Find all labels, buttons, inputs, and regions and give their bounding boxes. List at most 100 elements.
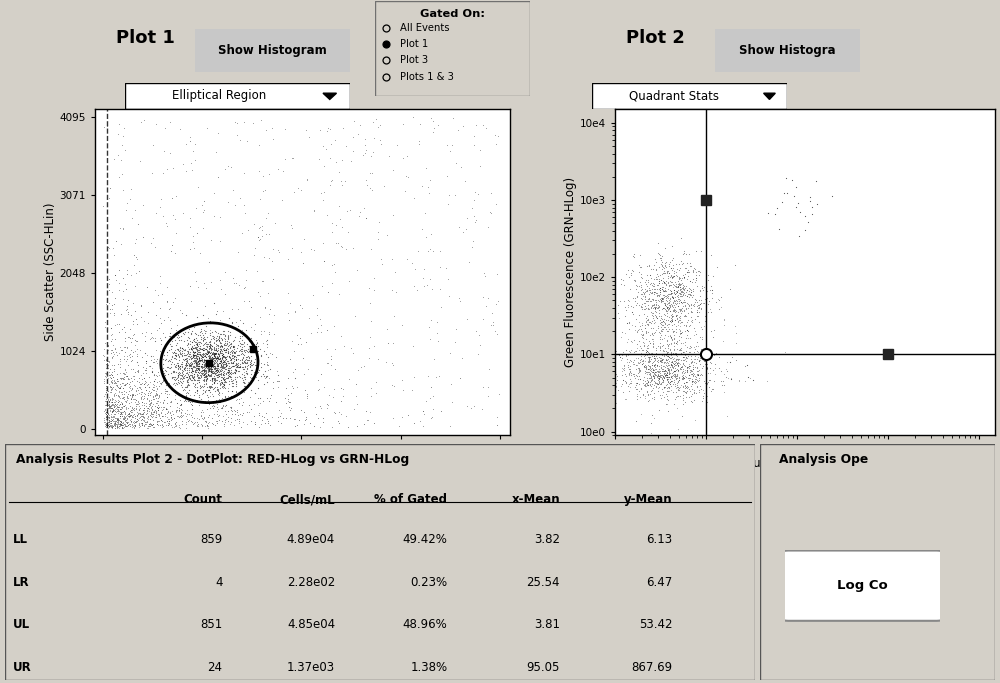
Point	[178, 395, 194, 406]
Point	[616, 295, 632, 306]
Point	[117, 420, 133, 431]
Point	[365, 117, 381, 128]
Point	[665, 348, 681, 359]
Point	[672, 281, 688, 292]
Point	[683, 368, 699, 379]
Point	[641, 284, 657, 295]
Point	[646, 372, 662, 383]
Point	[680, 270, 696, 281]
Point	[186, 242, 202, 253]
Point	[659, 398, 675, 409]
Point	[631, 309, 647, 320]
Point	[183, 296, 199, 307]
Point	[206, 367, 222, 378]
Point	[165, 386, 181, 397]
Point	[221, 350, 237, 361]
Point	[172, 399, 188, 410]
Point	[713, 376, 729, 387]
Point	[198, 337, 214, 348]
Point	[640, 356, 656, 367]
Point	[245, 342, 261, 353]
Point	[132, 412, 148, 423]
Point	[150, 393, 166, 404]
Point	[106, 402, 122, 413]
Point	[258, 372, 274, 383]
Point	[177, 344, 193, 354]
Point	[631, 345, 647, 356]
Point	[669, 270, 685, 281]
Point	[636, 350, 652, 361]
Point	[248, 372, 264, 382]
Point	[194, 362, 210, 373]
Point	[591, 372, 607, 383]
Point	[212, 379, 228, 390]
Point	[280, 372, 296, 383]
Point	[196, 360, 212, 371]
Point	[656, 285, 672, 296]
Point	[219, 343, 235, 354]
Point	[164, 383, 180, 394]
Point	[111, 285, 127, 296]
Point	[190, 421, 206, 432]
Point	[704, 292, 720, 303]
Point	[119, 342, 135, 353]
Point	[349, 398, 365, 409]
Point	[152, 413, 168, 423]
Point	[122, 349, 138, 360]
Point	[206, 378, 222, 389]
Point	[679, 361, 695, 372]
Point	[116, 400, 132, 411]
Point	[625, 357, 641, 367]
Point	[659, 348, 675, 359]
Point	[299, 174, 315, 185]
Text: 4: 4	[215, 576, 223, 589]
Point	[681, 372, 697, 383]
Point	[149, 384, 165, 395]
Point	[642, 337, 658, 348]
Point	[658, 290, 674, 301]
Point	[195, 345, 211, 356]
Point	[672, 348, 688, 359]
Point	[289, 420, 305, 431]
Point	[249, 337, 265, 348]
Point	[261, 327, 277, 338]
Point	[646, 373, 662, 384]
Point	[189, 363, 205, 374]
Point	[200, 350, 216, 361]
Point	[641, 356, 657, 367]
Point	[638, 345, 654, 356]
Point	[665, 292, 681, 303]
Point	[258, 370, 274, 381]
Point	[221, 358, 237, 369]
Point	[203, 370, 219, 381]
Point	[137, 416, 153, 427]
Point	[203, 277, 219, 288]
Point	[209, 352, 225, 363]
Point	[177, 354, 193, 365]
Point	[603, 363, 619, 374]
Point	[236, 383, 252, 394]
Point	[179, 363, 195, 374]
Point	[652, 368, 668, 379]
Point	[252, 221, 268, 232]
Point	[173, 348, 189, 359]
Point	[619, 354, 635, 365]
Point	[215, 354, 231, 365]
Point	[645, 365, 661, 376]
Point	[671, 273, 687, 283]
Point	[167, 361, 183, 372]
Point	[223, 391, 239, 402]
Point	[246, 219, 262, 229]
Point	[692, 298, 708, 309]
Point	[205, 353, 221, 364]
Point	[207, 365, 223, 376]
Point	[654, 283, 670, 294]
Point	[116, 412, 132, 423]
Point	[236, 380, 252, 391]
Text: LL: LL	[12, 533, 28, 546]
Point	[239, 339, 255, 350]
Point	[679, 363, 695, 374]
Point	[655, 376, 671, 387]
Point	[129, 376, 145, 387]
Point	[655, 363, 671, 374]
